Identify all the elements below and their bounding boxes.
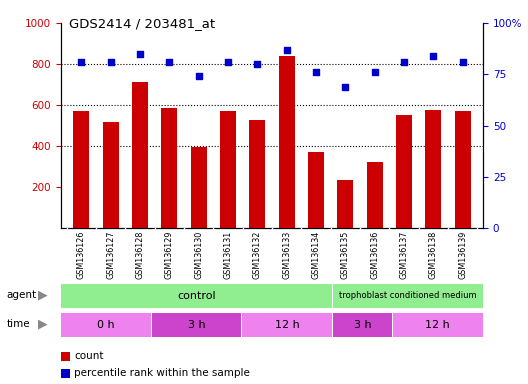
Bar: [393, 313, 483, 337]
Point: [458, 59, 467, 65]
Point: [253, 61, 261, 67]
Text: GSM136129: GSM136129: [165, 230, 174, 279]
Text: GSM136131: GSM136131: [223, 230, 232, 279]
Text: GSM136127: GSM136127: [106, 230, 115, 279]
Text: 3 h: 3 h: [354, 319, 371, 330]
Point: [370, 69, 379, 75]
Bar: [152, 313, 241, 337]
Point: [165, 59, 174, 65]
Bar: [366, 162, 383, 228]
Text: count: count: [74, 351, 103, 361]
Point: [400, 59, 408, 65]
Bar: [425, 110, 441, 228]
Text: GSM136126: GSM136126: [77, 230, 86, 279]
Text: 12 h: 12 h: [275, 319, 299, 330]
Bar: [333, 313, 392, 337]
Text: agent: agent: [6, 290, 36, 300]
Point: [429, 53, 438, 59]
Bar: [249, 120, 265, 228]
Text: GSM136130: GSM136130: [194, 230, 203, 279]
Bar: [337, 180, 353, 228]
Bar: [396, 116, 412, 228]
Point: [136, 51, 144, 57]
Text: 12 h: 12 h: [426, 319, 450, 330]
Point: [77, 59, 86, 65]
Point: [282, 47, 291, 53]
Bar: [161, 108, 177, 228]
Bar: [61, 313, 150, 337]
Text: GSM136133: GSM136133: [282, 230, 291, 279]
Bar: [220, 111, 236, 228]
Bar: [132, 81, 148, 228]
Bar: [455, 111, 470, 228]
Point: [341, 84, 350, 90]
Text: control: control: [177, 291, 216, 301]
Text: 0 h: 0 h: [97, 319, 115, 330]
Bar: [61, 284, 332, 308]
Point: [224, 59, 232, 65]
Text: 3 h: 3 h: [187, 319, 205, 330]
Bar: [191, 147, 206, 228]
Bar: [102, 122, 119, 228]
Text: ▶: ▶: [38, 317, 48, 330]
Text: ▶: ▶: [38, 288, 48, 301]
Bar: [279, 56, 295, 228]
Text: GSM136132: GSM136132: [253, 230, 262, 279]
Text: GSM136136: GSM136136: [370, 230, 379, 279]
Bar: [242, 313, 332, 337]
Bar: [333, 284, 483, 308]
Text: GSM136139: GSM136139: [458, 230, 467, 279]
Text: GSM136138: GSM136138: [429, 230, 438, 279]
Point: [106, 59, 115, 65]
Text: percentile rank within the sample: percentile rank within the sample: [74, 368, 250, 378]
Text: GSM136134: GSM136134: [312, 230, 320, 279]
Text: trophoblast conditioned medium: trophoblast conditioned medium: [339, 291, 476, 300]
Text: GSM136135: GSM136135: [341, 230, 350, 279]
Point: [312, 69, 320, 75]
Text: GDS2414 / 203481_at: GDS2414 / 203481_at: [69, 17, 215, 30]
Text: time: time: [6, 319, 30, 329]
Bar: [308, 152, 324, 228]
Text: GSM136128: GSM136128: [135, 230, 145, 279]
Point: [194, 73, 203, 79]
Bar: [73, 111, 89, 228]
Text: GSM136137: GSM136137: [399, 230, 409, 279]
